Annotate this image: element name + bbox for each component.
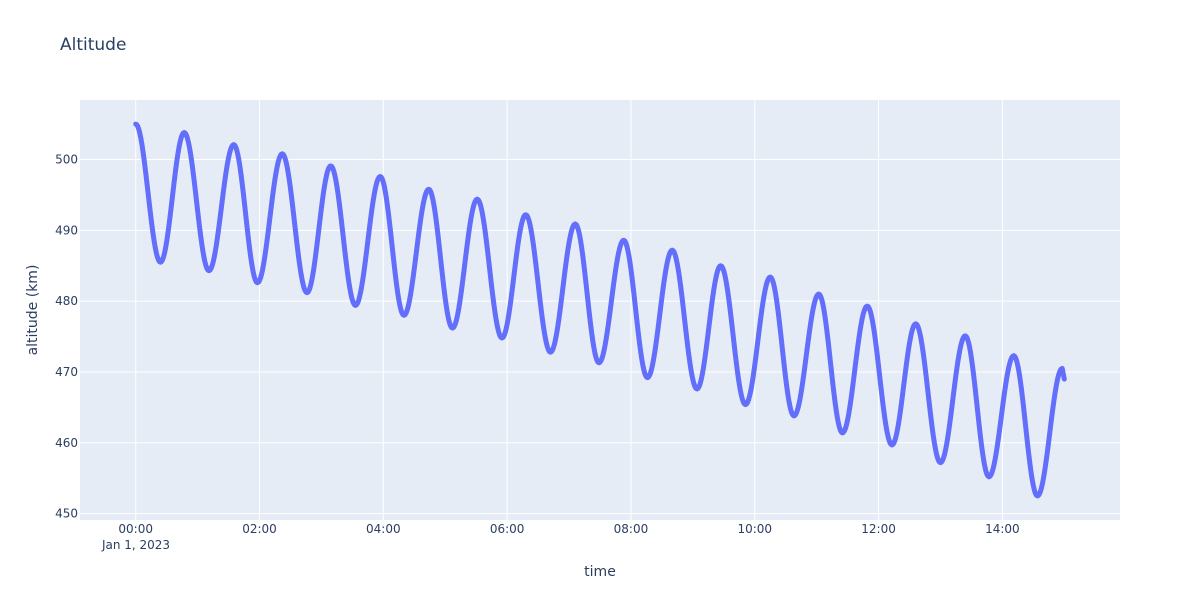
- x-tick-label: 04:00: [366, 522, 401, 536]
- x-tick-label: 06:00: [490, 522, 525, 536]
- x-axis-ticks: 00:00 02:00 04:00 06:00 08:00 10:00 12:00 14:00: [118, 522, 1019, 536]
- y-tick-label: 470: [55, 365, 78, 379]
- x-tick-label: 00:00: [118, 522, 153, 536]
- x-tick-label: 08:00: [614, 522, 649, 536]
- x-axis-title: time: [584, 564, 616, 580]
- series-layer: [133, 121, 1067, 499]
- grid-lines: [80, 100, 1120, 520]
- y-tick-label: 450: [55, 507, 78, 521]
- chart-title: Altitude: [60, 35, 126, 55]
- x-tick-label: 14:00: [985, 522, 1020, 536]
- y-tick-label: 480: [55, 294, 78, 308]
- y-tick-label: 460: [55, 436, 78, 450]
- x-tick-label: 02:00: [242, 522, 277, 536]
- x-date-label: Jan 1, 2023: [101, 538, 170, 552]
- x-tick-label: 10:00: [737, 522, 772, 536]
- y-tick-label: 490: [55, 223, 78, 237]
- x-tick-label: 12:00: [861, 522, 896, 536]
- y-axis-title: altitude (km): [25, 265, 41, 356]
- y-tick-label: 500: [55, 152, 78, 166]
- plot-area: [80, 100, 1120, 520]
- y-axis-ticks: 450 460 470 480 490 500: [55, 152, 78, 520]
- altitude-series-line: [133, 121, 1067, 499]
